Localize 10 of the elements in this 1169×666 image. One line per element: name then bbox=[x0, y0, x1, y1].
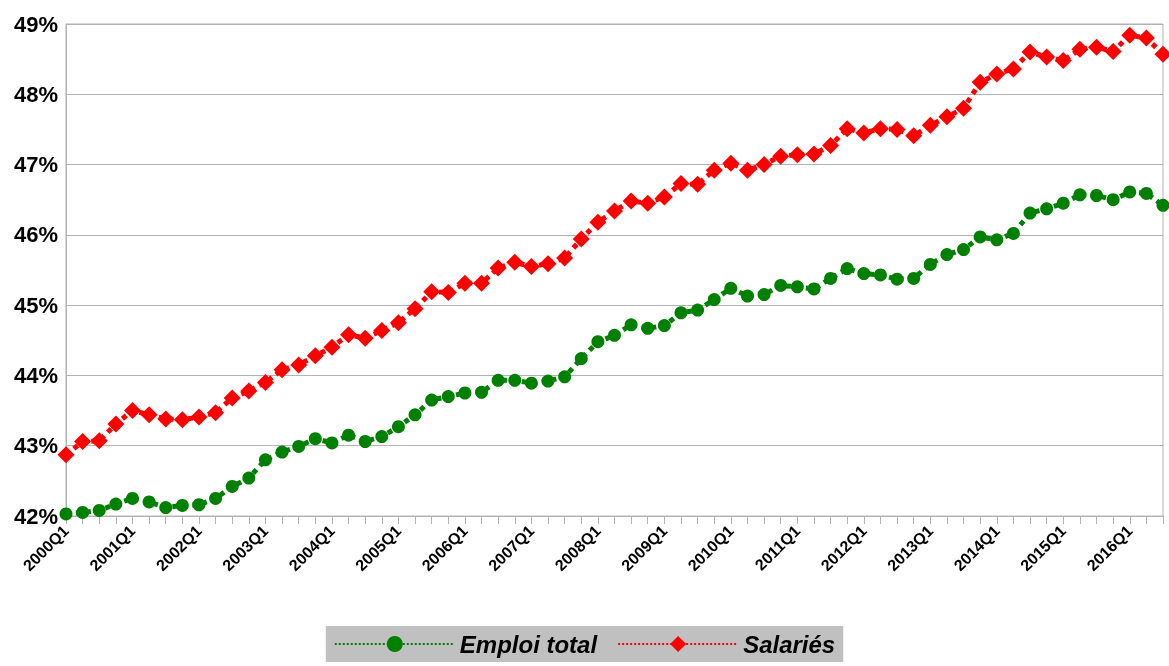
y-tick-label: 46% bbox=[13, 222, 58, 248]
y-tick-label: 43% bbox=[13, 433, 58, 459]
y-tick-label: 42% bbox=[13, 503, 58, 529]
legend-label: Emploi total bbox=[459, 630, 599, 658]
legend-label: Salariés bbox=[743, 630, 836, 658]
y-tick-label: 47% bbox=[13, 152, 58, 178]
y-tick-label: 45% bbox=[13, 292, 58, 318]
y-tick-label: 49% bbox=[13, 11, 58, 37]
y-tick-label: 44% bbox=[13, 362, 58, 388]
y-tick-label: 48% bbox=[13, 81, 58, 107]
